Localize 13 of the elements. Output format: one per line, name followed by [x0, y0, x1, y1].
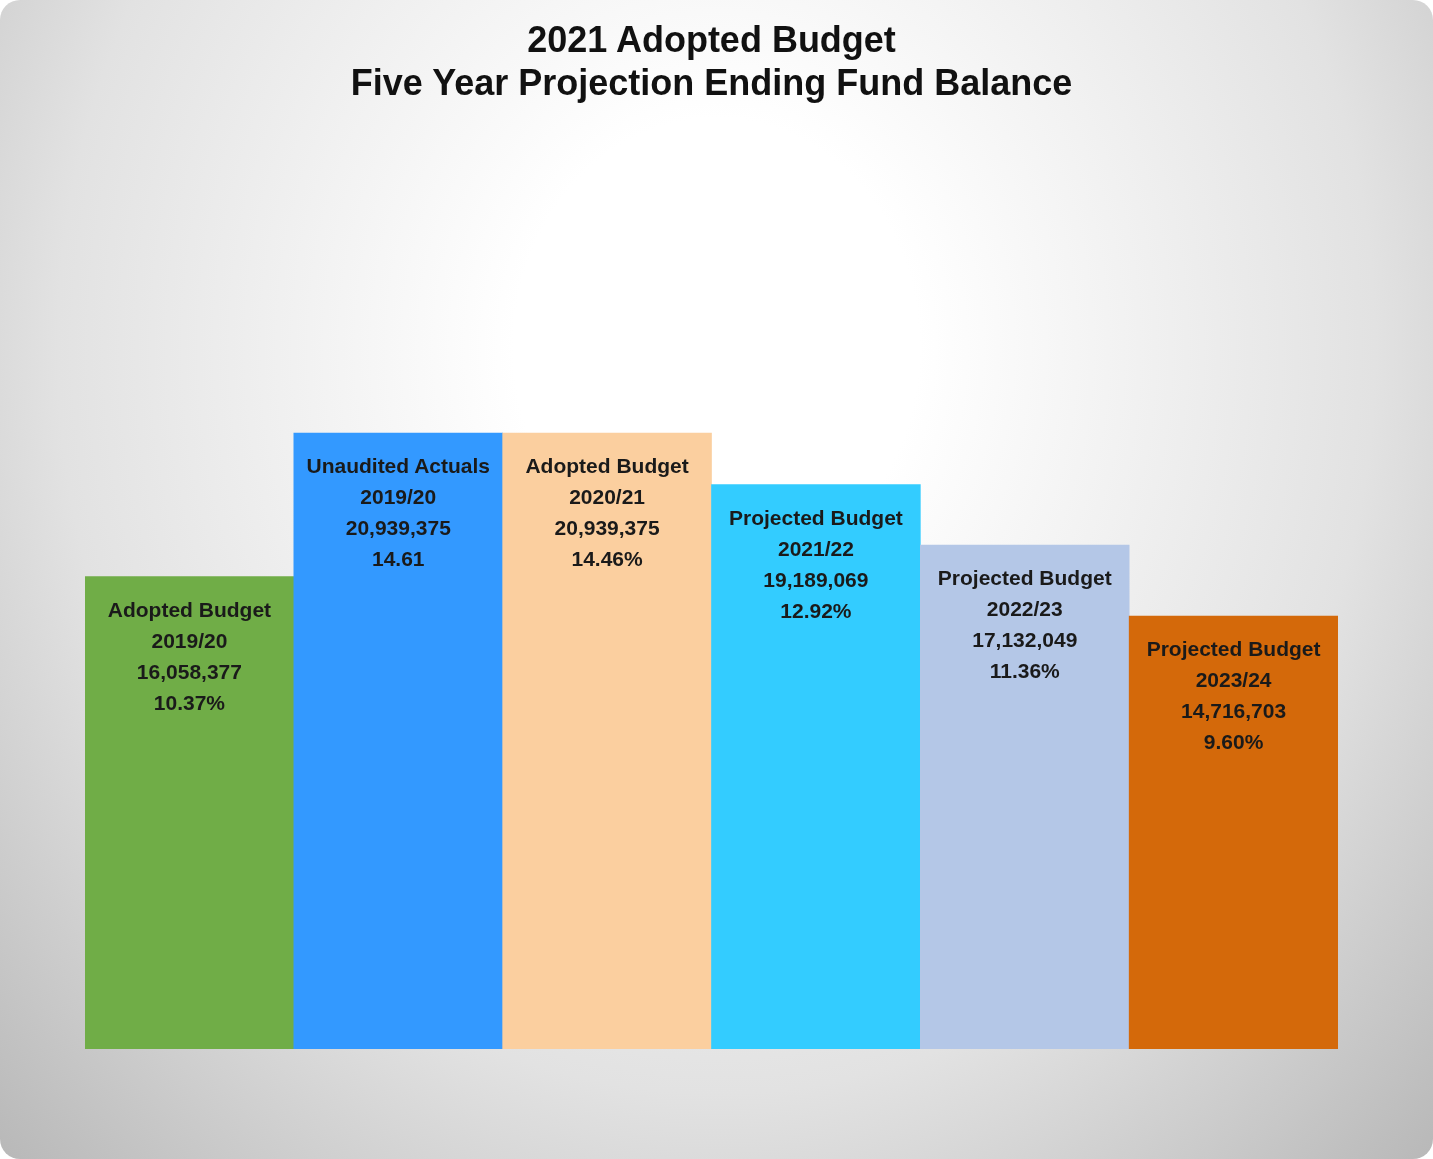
x-tick-label: Unaudited Actuals 2019/20: [306, 454, 491, 509]
x-tick-label: Adopted Budget 2019/20: [107, 597, 272, 652]
x-tick-label: Projected Budget 2022/23: [937, 566, 1112, 621]
x-tick-label: Projected Budget 2023/24: [1146, 637, 1321, 692]
data-label: 14,716,703 9.60%: [1181, 699, 1287, 754]
data-label: 19,189,069 12.92%: [763, 567, 869, 622]
data-label: 20,939,375 14.46%: [554, 516, 660, 571]
chart-title: 2021 Adopted Budget Five Year Projection Ending Fund Balance: [350, 18, 1073, 103]
data-label: 20,939,375 14.61: [345, 516, 452, 571]
x-tick-label: Adopted Budget 2020/21: [525, 454, 689, 509]
x-tick-label: Projected Budget 2021/22: [728, 505, 903, 560]
data-label: 17,132,049 11.36%: [972, 628, 1078, 683]
data-label: 16,058,377 10.37%: [136, 659, 242, 714]
